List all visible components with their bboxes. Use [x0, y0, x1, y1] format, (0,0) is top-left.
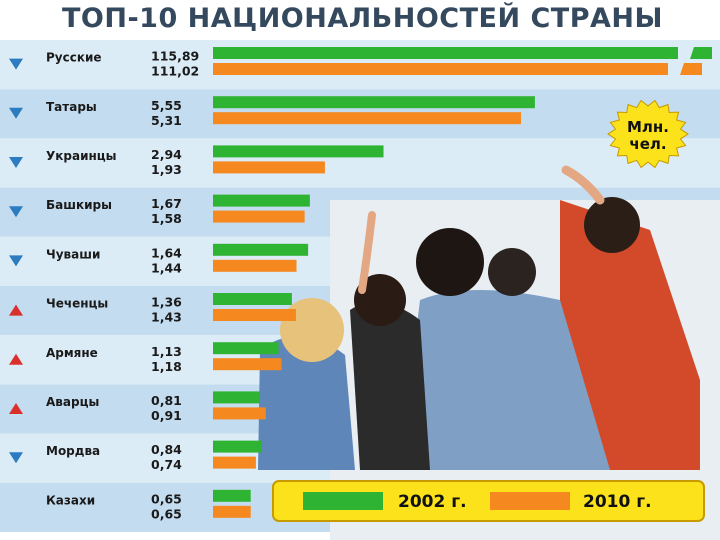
- data-label: 0,84: [151, 442, 182, 457]
- data-label: 0,65: [151, 491, 182, 506]
- bar: [213, 210, 305, 223]
- bar: [213, 293, 292, 305]
- bar: [213, 489, 251, 502]
- legend: 2002 г. 2010 г.: [272, 480, 705, 522]
- trend-down-icon: [9, 255, 23, 267]
- unit-badge: Млн.чел.: [607, 99, 689, 169]
- bar: [213, 391, 260, 404]
- trend-down-icon: [9, 206, 23, 218]
- data-label: 1,67: [151, 196, 182, 211]
- bar: [213, 456, 256, 469]
- legend-swatch-2010: [490, 492, 570, 510]
- person-head: [584, 197, 640, 253]
- trend-down-icon: [9, 452, 23, 464]
- trend-up-icon: [9, 403, 23, 414]
- bar: [213, 194, 310, 207]
- category-label: Украинцы: [46, 149, 117, 163]
- category-label: Башкиры: [46, 198, 112, 212]
- data-label: 1,13: [151, 344, 182, 359]
- bar: [213, 112, 521, 125]
- bar: [213, 63, 668, 75]
- data-label: 115,89: [151, 49, 199, 64]
- bar: [213, 342, 279, 355]
- bar: [213, 407, 266, 420]
- data-label: 1,58: [151, 211, 182, 226]
- data-label: 1,18: [151, 359, 182, 374]
- trend-up-icon: [9, 353, 23, 365]
- bar: [213, 47, 678, 59]
- bar: [213, 259, 297, 272]
- data-label: 5,31: [151, 113, 182, 128]
- bar: [213, 243, 309, 256]
- person-dark-jacket: [350, 302, 430, 470]
- person-head: [488, 248, 536, 296]
- bar: [213, 145, 384, 158]
- person-girl-sweater: [258, 336, 355, 470]
- data-label: 2,94: [151, 147, 182, 162]
- trend-down-icon: [9, 107, 23, 119]
- data-label: 111,02: [151, 64, 199, 79]
- trend-down-icon: [9, 58, 23, 70]
- unit-label: Млн.: [627, 118, 669, 136]
- person-plaid-shirt: [560, 200, 700, 470]
- category-label: Мордва: [46, 444, 100, 458]
- chart-title: ТОП-10 НАЦИОНАЛЬНОСТЕЙ СТРАНЫ: [0, 0, 720, 38]
- bar-broken-tail: [680, 63, 702, 75]
- data-label: 1,44: [151, 260, 182, 275]
- category-label: Татары: [46, 100, 97, 114]
- pointing-arm: [358, 211, 376, 294]
- unit-label: чел.: [629, 135, 666, 153]
- data-label: 1,43: [151, 310, 182, 325]
- category-label: Аварцы: [46, 395, 99, 409]
- data-label: 0,74: [151, 457, 182, 472]
- bar: [213, 358, 282, 371]
- category-label: Русские: [46, 51, 102, 65]
- legend-swatch-2002: [303, 492, 383, 510]
- category-label: Чуваши: [46, 247, 100, 261]
- data-label: 1,64: [151, 245, 182, 260]
- person-blonde-head: [280, 298, 344, 362]
- bar: [213, 161, 325, 174]
- trend-down-icon: [9, 157, 23, 168]
- legend-label: 2002 г.: [398, 492, 467, 512]
- data-label: 5,55: [151, 98, 182, 113]
- bar: [213, 309, 296, 321]
- data-label: 1,36: [151, 295, 182, 310]
- person-blue-shirt: [400, 290, 610, 470]
- pointing-arm: [561, 165, 605, 205]
- bar: [213, 96, 535, 109]
- data-label: 1,93: [151, 162, 182, 177]
- bar: [213, 505, 251, 518]
- bar-broken-tail: [690, 47, 712, 59]
- category-label: Армяне: [46, 346, 98, 360]
- unit-starburst: [607, 99, 689, 169]
- person-head: [354, 274, 406, 326]
- person-head: [416, 228, 484, 296]
- data-label: 0,81: [151, 393, 182, 408]
- trend-up-icon: [9, 304, 23, 316]
- legend-label: 2010 г.: [583, 492, 652, 512]
- data-label: 0,65: [151, 506, 182, 521]
- category-label: Чеченцы: [46, 297, 108, 311]
- bar: [213, 440, 262, 453]
- category-label: Казахи: [46, 493, 95, 507]
- data-label: 0,91: [151, 408, 182, 423]
- legend-box: [272, 480, 705, 522]
